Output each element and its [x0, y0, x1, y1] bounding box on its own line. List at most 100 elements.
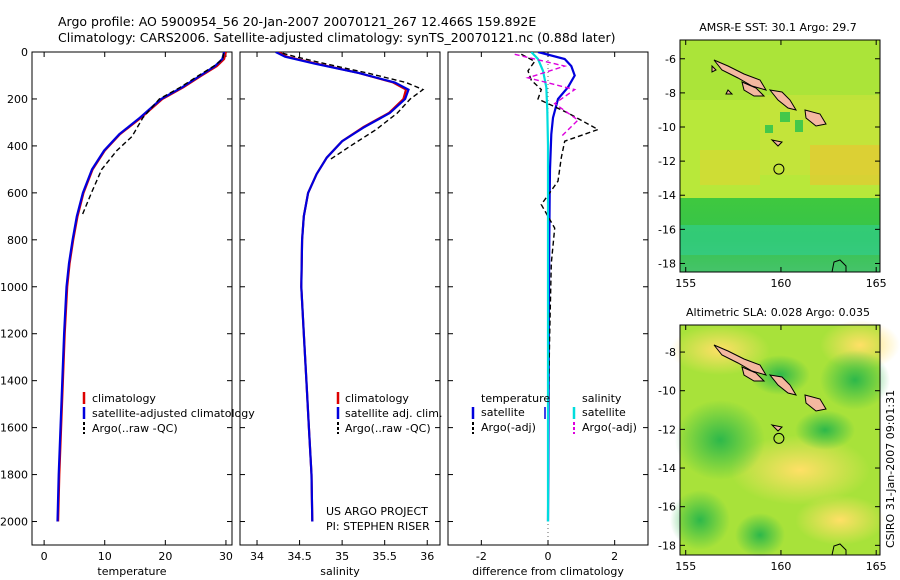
- sla-low-anomaly: [750, 355, 810, 395]
- legend-label-satellite: satellite-adjusted climatology: [92, 407, 255, 420]
- x-tick-label: 0: [41, 550, 48, 563]
- y-tick-label: 0: [21, 46, 28, 59]
- y-tick-label: -18: [658, 539, 676, 552]
- x-tick-label: 160: [770, 277, 791, 290]
- y-tick-label: -14: [658, 462, 676, 475]
- sst-map-pixel: [780, 112, 790, 122]
- x-tick-label: 35: [335, 550, 349, 563]
- salinity-legend: climatology satellite adj. clim. Argo(..…: [326, 392, 442, 533]
- series-line-temperature-satellite: [537, 52, 576, 522]
- series-group: [56, 52, 227, 522]
- y-tick-label: 1800: [0, 469, 28, 482]
- sla-low-anomaly: [675, 400, 765, 480]
- x-tick-label: 20: [158, 550, 172, 563]
- legend-label-argo: Argo(..raw -QC): [92, 422, 178, 435]
- y-tick-label: -8: [665, 87, 676, 100]
- island-outline: [741, 366, 766, 382]
- credit-pi: PI: STEPHEN RISER: [326, 520, 430, 533]
- island-outline: [741, 81, 766, 97]
- y-tick-label: -14: [658, 189, 676, 202]
- island-outline: [770, 424, 784, 432]
- credit-project: US ARGO PROJECT: [326, 505, 428, 518]
- sla-map: [670, 320, 900, 557]
- sst-map-pixel: [765, 125, 773, 133]
- coast-outline: [831, 543, 847, 556]
- island-outline: [768, 374, 798, 396]
- x-tick-label: 30: [219, 550, 233, 563]
- sla-map-axes: 155 160 165 -8 -10 -12 -14 -16 -18: [658, 324, 887, 573]
- x-axis-label: salinity: [320, 565, 360, 578]
- legend-title-temperature: temperature: [481, 392, 550, 405]
- temperature-panel: 0 10 20 30 0 200 400 600 800 1000 1200 1400 1600 1800…: [0, 46, 233, 578]
- island-outline: [804, 394, 827, 412]
- island-outline: [768, 89, 798, 111]
- plot-frame: [239, 51, 441, 546]
- sla-low-anomaly: [820, 350, 890, 410]
- x-tick-label: 0: [545, 550, 552, 563]
- y-tick-label: -10: [658, 121, 676, 134]
- legend-label-satellite: satellite adj. clim.: [345, 407, 442, 420]
- legend-title-salinity: salinity: [582, 392, 622, 405]
- map-frame: [679, 39, 881, 273]
- sla-map-title: Altimetric SLA: 0.028 Argo: 0.035: [686, 306, 870, 319]
- x-tick-label: 10: [98, 550, 112, 563]
- y-tick-label: 2000: [0, 516, 28, 529]
- series-line-salinity-argo-adj: [514, 53, 580, 137]
- difference-panel: -2 0 2 difference from climatology: [447, 51, 649, 578]
- y-tick-label: -16: [658, 501, 676, 514]
- legend-label-sal-satellite: satellite: [582, 406, 626, 419]
- series-line-climatology: [277, 52, 408, 522]
- y-tick-label: 1400: [0, 375, 28, 388]
- y-tick-label: -18: [658, 257, 676, 270]
- legend-label-climatology: climatology: [92, 392, 156, 405]
- series-line-argo-raw-qc: [81, 53, 225, 217]
- y-tick-label: -10: [658, 385, 676, 398]
- y-tick-label: 200: [7, 93, 28, 106]
- series-line-argo-raw-qc: [282, 52, 425, 161]
- y-tick-label: 600: [7, 187, 28, 200]
- y-tick-label: -12: [658, 155, 676, 168]
- map-frame: [679, 324, 881, 556]
- island-outline: [770, 139, 784, 147]
- x-tick-label: 2: [611, 550, 618, 563]
- series-group: [514, 52, 600, 545]
- plot-frame: [31, 51, 233, 546]
- sst-map-title: AMSR-E SST: 30.1 Argo: 29.7: [699, 21, 857, 34]
- y-tick-label: -16: [658, 223, 676, 236]
- x-tick-label: 155: [675, 277, 696, 290]
- series-line-satellite-adjusted-climatology: [56, 52, 226, 522]
- series-line-temperature-argo-adj: [520, 53, 600, 522]
- sla-low-anomaly: [795, 410, 855, 450]
- island-outline: [804, 109, 827, 127]
- coast-outline: [831, 259, 847, 273]
- x-tick-label: 165: [866, 277, 887, 290]
- sst-map-warm-patch: [810, 145, 880, 185]
- island-outline: [713, 59, 768, 91]
- sla-high-anomaly: [730, 435, 870, 505]
- salinity-panel: 34 34.5 35 35.5 36 salinity: [239, 51, 441, 578]
- y-tick-label: -12: [658, 423, 676, 436]
- sst-map: [680, 40, 880, 273]
- y-tick-label: -6: [665, 53, 676, 66]
- x-tick-label: 34: [250, 550, 264, 563]
- x-tick-label: -2: [476, 550, 487, 563]
- sst-map-axes: 155 160 165 -6 -8 -10 -12 -14 -16 -18: [658, 39, 887, 290]
- temperature-legend: climatology satellite-adjusted climatolo…: [82, 392, 255, 435]
- header-title-line1: Argo profile: AO 5900954_56 20-Jan-2007 …: [58, 14, 536, 29]
- legend-label-temp-argo: Argo(-adj): [481, 421, 536, 434]
- sst-map-upper-band: [680, 40, 880, 100]
- legend-label-temp-satellite: satellite: [481, 406, 525, 419]
- series-group: [275, 52, 425, 522]
- sst-map-warm-patch-west: [700, 150, 760, 185]
- sla-low-anomaly: [735, 513, 785, 557]
- legend-label-argo: Argo(..raw -QC): [345, 422, 431, 435]
- x-tick-label: 35.5: [372, 550, 397, 563]
- y-tick-label: 800: [7, 234, 28, 247]
- timestamp-stamp: CSIRO 31-Jan-2007 09:01:31: [884, 390, 897, 548]
- x-tick-label: 155: [675, 560, 696, 573]
- y-tick-label: 1600: [0, 422, 28, 435]
- difference-legend: temperature salinity satellite Argo(-adj…: [471, 392, 637, 434]
- x-axis-label: difference from climatology: [472, 565, 624, 578]
